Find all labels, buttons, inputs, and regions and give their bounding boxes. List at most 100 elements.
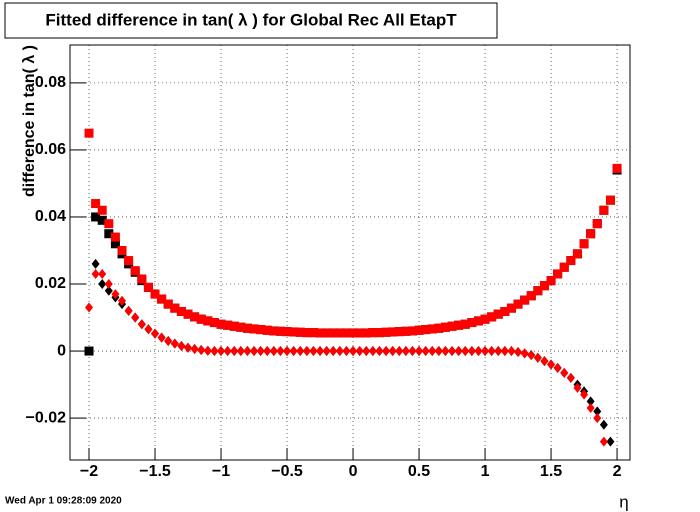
square-marker bbox=[454, 320, 464, 330]
diamond-marker bbox=[540, 356, 549, 367]
diamond-marker bbox=[329, 346, 338, 357]
square-marker bbox=[368, 328, 378, 338]
square-marker bbox=[262, 325, 272, 335]
diamond-marker bbox=[382, 346, 391, 357]
diamond-marker bbox=[408, 346, 417, 357]
diamond-marker bbox=[586, 396, 595, 407]
diamond-marker bbox=[520, 348, 529, 359]
square-marker bbox=[242, 323, 252, 333]
diamond-marker bbox=[91, 258, 100, 269]
square-marker bbox=[84, 128, 94, 138]
diamond-marker bbox=[91, 268, 100, 279]
x-tick-label: −1.5 bbox=[139, 463, 171, 480]
square-marker bbox=[203, 316, 213, 326]
square-marker bbox=[539, 281, 549, 291]
square-marker bbox=[566, 256, 576, 266]
diamond-marker bbox=[230, 346, 239, 357]
x-tick-label: 0 bbox=[349, 463, 358, 480]
diamond-marker bbox=[98, 279, 107, 290]
diamond-marker bbox=[144, 324, 153, 335]
square-marker bbox=[275, 326, 285, 336]
diamond-marker bbox=[566, 372, 575, 383]
x-tick-label: 1 bbox=[481, 463, 490, 480]
diamond-marker bbox=[368, 346, 377, 357]
diamond-marker bbox=[593, 406, 602, 417]
square-marker bbox=[104, 229, 114, 239]
diamond-marker bbox=[124, 305, 133, 316]
diamond-marker bbox=[276, 346, 285, 357]
square-marker bbox=[282, 327, 292, 337]
square-marker bbox=[586, 229, 596, 239]
diamond-marker bbox=[441, 346, 450, 357]
diamond-marker bbox=[547, 359, 556, 370]
diamond-marker bbox=[421, 346, 430, 357]
diamond-marker bbox=[197, 345, 206, 356]
diamond-marker bbox=[395, 346, 404, 357]
square-marker bbox=[421, 325, 431, 335]
square-marker bbox=[493, 309, 503, 319]
diamond-marker bbox=[388, 346, 397, 357]
diamond-marker bbox=[474, 346, 483, 357]
square-marker bbox=[546, 276, 556, 286]
diamond-marker bbox=[487, 346, 496, 357]
diamond-marker bbox=[428, 346, 437, 357]
diamond-marker bbox=[599, 419, 608, 430]
y-tick-label: 0 bbox=[57, 342, 66, 359]
diamond-marker bbox=[494, 346, 503, 357]
square-marker bbox=[348, 328, 358, 338]
square-marker bbox=[533, 286, 543, 296]
square-marker bbox=[487, 312, 497, 322]
diamond-marker bbox=[342, 346, 351, 357]
diamond-marker bbox=[401, 346, 410, 357]
diamond-marker bbox=[111, 289, 120, 300]
diamond-marker bbox=[355, 346, 364, 357]
diamond-marker bbox=[243, 346, 252, 357]
x-tick-label: 0.5 bbox=[408, 463, 430, 480]
x-tick-label: −0.5 bbox=[271, 463, 303, 480]
square-marker bbox=[110, 239, 120, 249]
square-marker bbox=[341, 328, 351, 338]
square-marker bbox=[500, 306, 510, 316]
diamond-marker bbox=[467, 346, 476, 357]
square-marker bbox=[328, 328, 338, 338]
square-marker bbox=[91, 199, 101, 209]
square-marker bbox=[308, 328, 318, 338]
x-axis-title: η bbox=[619, 492, 628, 511]
diamond-marker bbox=[151, 328, 160, 339]
square-marker bbox=[605, 195, 615, 205]
square-marker bbox=[473, 316, 483, 326]
square-marker bbox=[361, 328, 371, 338]
square-marker bbox=[335, 328, 345, 338]
diamond-marker bbox=[599, 436, 608, 447]
diamond-marker bbox=[170, 338, 179, 349]
square-marker bbox=[130, 266, 140, 276]
diamond-marker bbox=[606, 436, 615, 447]
square-marker bbox=[170, 303, 180, 313]
square-marker bbox=[355, 328, 365, 338]
y-tick-label: 0.04 bbox=[35, 208, 66, 225]
timestamp: Wed Apr 1 09:28:09 2020 bbox=[5, 496, 122, 507]
square-marker bbox=[467, 318, 477, 328]
square-marker bbox=[579, 239, 589, 249]
diamond-marker bbox=[593, 413, 602, 424]
square-marker bbox=[143, 282, 153, 292]
diamond-marker bbox=[269, 346, 278, 357]
square-marker bbox=[302, 328, 312, 338]
diamond-marker bbox=[217, 346, 226, 357]
square-marker bbox=[553, 269, 563, 279]
square-marker bbox=[434, 323, 444, 333]
diamond-marker bbox=[289, 346, 298, 357]
diamond-marker bbox=[223, 346, 232, 357]
diamond-marker bbox=[157, 332, 166, 343]
x-tick-label: −2 bbox=[80, 463, 98, 480]
diamond-marker bbox=[250, 346, 259, 357]
diamond-marker bbox=[302, 346, 311, 357]
diamond-marker bbox=[553, 362, 562, 373]
square-marker bbox=[190, 312, 200, 322]
square-marker bbox=[388, 327, 398, 337]
diamond-marker bbox=[283, 346, 292, 357]
diamond-marker bbox=[362, 346, 371, 357]
square-marker bbox=[196, 314, 206, 324]
